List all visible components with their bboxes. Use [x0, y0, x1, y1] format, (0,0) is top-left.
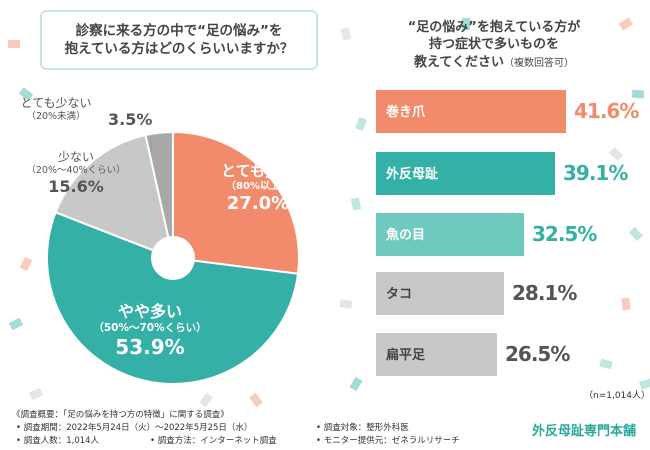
pie-question-line2: 抱えている方はどのくらいいますか？ [64, 41, 294, 57]
bar-ingrown-nail: 巻き爪 [376, 90, 566, 133]
bar-callus: タコ [376, 272, 504, 315]
slice-very-many-value: 27.0% [226, 193, 290, 215]
survey-count: • 調査人数：1,014人 [16, 436, 100, 446]
slice-label-few: 少ない （20%～40%くらい） 15.6% [18, 150, 134, 197]
bar-flat-foot: 扁平足 [376, 333, 497, 376]
slice-somewhat-many-name: やや多い [117, 302, 182, 321]
survey-method: • 調査方法：インターネット調査 [150, 436, 277, 446]
leader-line-very-few [149, 137, 153, 153]
slice-label-very-many: とても多い （80%以上） 27.0% [208, 162, 308, 216]
pie-question-title: 診察に来る方の中で“足の悩み”を 抱えている方はどのくらいいますか？ [40, 10, 318, 70]
slice-very-many-sub: （80%以上） [226, 180, 290, 192]
bar-label-hallux-valgus: 外反母趾 [386, 167, 439, 182]
sample-size-note: （n=1,014人） [584, 391, 650, 401]
slice-somewhat-many-value: 53.9% [115, 335, 185, 360]
bar-hallux-valgus: 外反母趾 [376, 152, 555, 195]
slice-very-few-value: 3.5% [108, 110, 153, 129]
slice-few-value: 15.6% [48, 176, 104, 196]
bar-corn: 魚の目 [376, 213, 524, 256]
bar-value-flat-foot: 26.5% [505, 342, 570, 366]
bar-question-line1: “足の悩み”を抱えている方が [407, 19, 581, 35]
bar-value-hallux-valgus: 39.1% [563, 161, 628, 185]
bar-question-title: “足の悩み”を抱えている方が 持つ症状で多いものを 教えてください（複数回答可） [376, 12, 612, 78]
bar-value-corn: 32.5% [532, 222, 597, 246]
bar-question-note: （複数回答可） [503, 57, 574, 69]
pie-slice-very-many [172, 130, 300, 275]
survey-period: • 調査期間：2022年5月24日（火）～2022年5月25日（水） [16, 423, 253, 433]
survey-provider: • モニター提供元：ゼネラルリサーチ [316, 436, 460, 446]
slice-label-very-few: とても少ない （20%未満） [6, 96, 106, 123]
bar-label-flat-foot: 扁平足 [386, 348, 426, 363]
slice-few-name: 少ない [57, 150, 94, 164]
pie-slice-very-few [144, 130, 174, 259]
bar-question-line3: 教えてください [414, 54, 504, 70]
slice-somewhat-many-sub: （50%～70%くらい） [93, 322, 207, 334]
pie-center-hole [151, 236, 195, 280]
bar-question-line2: 持つ症状で多いものを [428, 37, 559, 53]
pie-slice-few [54, 133, 175, 260]
slice-few-sub: （20%～40%くらい） [26, 165, 126, 176]
pie-question-line1: 診察に来る方の中で“足の悩み”を [75, 22, 283, 39]
bar-label-corn: 魚の目 [386, 228, 426, 243]
brand-logo: 外反母趾専門本舗 [531, 424, 636, 439]
slice-very-few-name: とても少ない [20, 96, 92, 110]
slice-very-few-sub: （20%未満） [26, 111, 86, 122]
bar-value-callus: 28.1% [512, 281, 577, 305]
slice-label-somewhat-many: やや多い （50%～70%くらい） 53.9% [70, 302, 230, 360]
survey-heading: 《調査概要：「足の悩みを持つ方の特徴」に関する調査》 [12, 410, 229, 420]
bar-value-ingrown-nail: 41.6% [574, 99, 639, 123]
pie-slice-somewhat-many [46, 211, 300, 385]
survey-target: • 調査対象：整形外科医 [316, 423, 409, 433]
confetti-piece [8, 40, 20, 48]
slice-very-many-name: とても多い [221, 162, 295, 180]
bar-label-callus: タコ [386, 287, 413, 302]
bar-label-ingrown-nail: 巻き爪 [386, 105, 426, 120]
